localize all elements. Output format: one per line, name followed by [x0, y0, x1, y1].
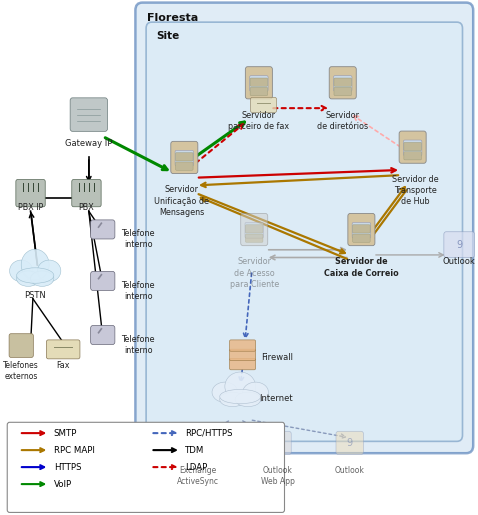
- FancyBboxPatch shape: [245, 225, 263, 233]
- Text: Internet: Internet: [259, 394, 293, 403]
- Text: PBX: PBX: [78, 203, 94, 212]
- Text: Floresta: Floresta: [147, 13, 198, 23]
- FancyBboxPatch shape: [229, 349, 256, 360]
- FancyBboxPatch shape: [334, 76, 352, 91]
- Text: SMTP: SMTP: [54, 428, 77, 438]
- FancyBboxPatch shape: [91, 325, 115, 345]
- FancyBboxPatch shape: [229, 358, 256, 370]
- FancyBboxPatch shape: [135, 3, 473, 453]
- FancyBboxPatch shape: [404, 142, 422, 150]
- Text: RPC/HTTPS: RPC/HTTPS: [185, 428, 233, 438]
- FancyBboxPatch shape: [336, 432, 363, 454]
- Text: RPC MAPI: RPC MAPI: [54, 445, 95, 455]
- FancyBboxPatch shape: [241, 213, 268, 246]
- Text: Servidor
de Acesso
para Cliente: Servidor de Acesso para Cliente: [229, 258, 279, 289]
- FancyBboxPatch shape: [348, 213, 375, 246]
- Ellipse shape: [212, 382, 238, 402]
- Text: 9: 9: [195, 438, 201, 448]
- FancyBboxPatch shape: [16, 179, 45, 207]
- Text: Servidor de
Caixa de Correio: Servidor de Caixa de Correio: [324, 258, 399, 278]
- FancyBboxPatch shape: [91, 220, 115, 239]
- Text: Outlook
Web App: Outlook Web App: [261, 466, 294, 486]
- FancyBboxPatch shape: [404, 151, 422, 160]
- Text: Exchange
ActiveSync: Exchange ActiveSync: [177, 466, 219, 486]
- Text: TDM: TDM: [185, 445, 205, 455]
- Ellipse shape: [235, 392, 261, 407]
- Text: Outlook: Outlook: [335, 466, 365, 475]
- Text: Telefone
interno: Telefone interno: [121, 281, 155, 301]
- FancyBboxPatch shape: [245, 67, 272, 99]
- Ellipse shape: [17, 271, 40, 286]
- FancyBboxPatch shape: [399, 131, 426, 163]
- Text: Outlook: Outlook: [443, 258, 476, 266]
- FancyBboxPatch shape: [250, 76, 268, 91]
- FancyBboxPatch shape: [46, 340, 80, 359]
- FancyBboxPatch shape: [7, 422, 284, 512]
- Text: Servidor
Unificação de
Mensagens: Servidor Unificação de Mensagens: [154, 185, 209, 217]
- Ellipse shape: [17, 268, 54, 283]
- Text: PBX IP: PBX IP: [18, 203, 43, 212]
- FancyBboxPatch shape: [91, 271, 115, 290]
- Text: 9: 9: [456, 239, 462, 250]
- Ellipse shape: [38, 260, 61, 282]
- Text: Telefones
externos: Telefones externos: [3, 360, 39, 381]
- Text: LDAP: LDAP: [185, 462, 208, 472]
- Text: HTTPS: HTTPS: [54, 462, 81, 472]
- Ellipse shape: [10, 260, 33, 282]
- Ellipse shape: [225, 372, 256, 401]
- FancyBboxPatch shape: [444, 232, 475, 258]
- Text: Fax: Fax: [56, 360, 70, 369]
- FancyBboxPatch shape: [70, 98, 108, 131]
- Text: Gateway IP: Gateway IP: [65, 139, 112, 148]
- FancyBboxPatch shape: [245, 234, 263, 242]
- FancyBboxPatch shape: [185, 432, 212, 454]
- Ellipse shape: [243, 382, 269, 402]
- FancyBboxPatch shape: [403, 140, 422, 156]
- FancyBboxPatch shape: [250, 97, 277, 113]
- FancyBboxPatch shape: [229, 340, 256, 351]
- Text: Site: Site: [156, 31, 180, 41]
- FancyBboxPatch shape: [175, 150, 194, 166]
- Text: 9: 9: [347, 438, 353, 448]
- FancyBboxPatch shape: [264, 432, 291, 454]
- Ellipse shape: [220, 392, 245, 407]
- Ellipse shape: [31, 271, 54, 286]
- FancyBboxPatch shape: [329, 67, 356, 99]
- FancyBboxPatch shape: [353, 234, 370, 242]
- FancyBboxPatch shape: [9, 334, 33, 357]
- Text: Servidor
parceiro de fax: Servidor parceiro de fax: [228, 111, 290, 131]
- Text: Telefone
interno: Telefone interno: [121, 335, 155, 355]
- FancyBboxPatch shape: [146, 22, 463, 441]
- Text: PSTN: PSTN: [24, 291, 46, 300]
- Text: Servidor de
Transporte
de Hub: Servidor de Transporte de Hub: [391, 175, 438, 207]
- FancyBboxPatch shape: [245, 222, 263, 238]
- FancyBboxPatch shape: [352, 222, 370, 238]
- Text: Telefone
interno: Telefone interno: [121, 229, 155, 249]
- FancyBboxPatch shape: [175, 162, 193, 170]
- FancyBboxPatch shape: [171, 142, 198, 174]
- Ellipse shape: [220, 389, 261, 404]
- Text: 9: 9: [274, 438, 281, 448]
- FancyBboxPatch shape: [353, 225, 370, 233]
- Ellipse shape: [21, 249, 49, 280]
- FancyBboxPatch shape: [175, 152, 193, 161]
- FancyBboxPatch shape: [250, 87, 268, 95]
- Text: Firewall: Firewall: [261, 353, 293, 362]
- FancyBboxPatch shape: [334, 87, 351, 95]
- FancyBboxPatch shape: [250, 78, 268, 86]
- Text: VoIP: VoIP: [54, 479, 72, 489]
- Text: Servidor
de diretórios: Servidor de diretórios: [317, 111, 369, 131]
- FancyBboxPatch shape: [334, 78, 351, 86]
- FancyBboxPatch shape: [72, 179, 101, 207]
